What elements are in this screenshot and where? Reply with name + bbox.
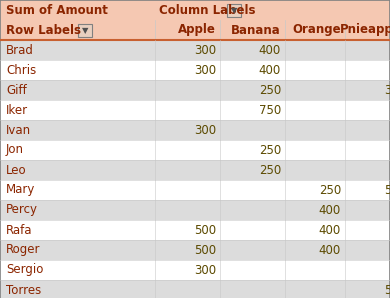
Text: 400: 400 xyxy=(319,204,341,217)
Text: Orange: Orange xyxy=(292,24,341,36)
Text: Chris: Chris xyxy=(6,63,36,77)
Bar xyxy=(0,180,390,200)
Bar xyxy=(0,140,390,160)
Text: 250: 250 xyxy=(259,83,281,97)
Text: 400: 400 xyxy=(259,63,281,77)
Text: Leo: Leo xyxy=(6,164,27,176)
Bar xyxy=(0,260,390,280)
Bar xyxy=(227,4,241,17)
Text: 300: 300 xyxy=(194,44,216,57)
Text: 400: 400 xyxy=(319,243,341,257)
Bar xyxy=(0,240,390,260)
Text: Row Labels: Row Labels xyxy=(6,24,81,36)
Text: 500: 500 xyxy=(384,283,390,297)
Text: Percy: Percy xyxy=(6,204,38,217)
Bar xyxy=(0,100,390,120)
Text: Pnieapple: Pnieapple xyxy=(340,24,390,36)
Text: 250: 250 xyxy=(259,164,281,176)
Text: 300: 300 xyxy=(194,263,216,277)
Text: Ivan: Ivan xyxy=(6,123,31,136)
Text: ▼: ▼ xyxy=(231,6,237,15)
Text: Torres: Torres xyxy=(6,283,41,297)
Text: 500: 500 xyxy=(194,243,216,257)
Bar xyxy=(0,120,390,140)
Bar xyxy=(0,40,390,60)
Text: Column Labels: Column Labels xyxy=(159,4,255,16)
Text: Roger: Roger xyxy=(6,243,41,257)
Text: 500: 500 xyxy=(384,184,390,196)
Text: ▼: ▼ xyxy=(82,26,88,35)
Text: Sum of Amount: Sum of Amount xyxy=(6,4,108,16)
Text: 400: 400 xyxy=(319,224,341,237)
Text: 300: 300 xyxy=(194,63,216,77)
Text: 300: 300 xyxy=(194,123,216,136)
Text: 500: 500 xyxy=(194,224,216,237)
Text: 250: 250 xyxy=(319,184,341,196)
Text: Banana: Banana xyxy=(231,24,281,36)
Bar xyxy=(0,80,390,100)
Text: Apple: Apple xyxy=(178,24,216,36)
Text: Mary: Mary xyxy=(6,184,35,196)
Bar xyxy=(0,0,390,20)
Text: Jon: Jon xyxy=(6,144,24,156)
Text: Sergio: Sergio xyxy=(6,263,43,277)
Bar xyxy=(0,160,390,180)
Text: 300: 300 xyxy=(384,83,390,97)
Bar xyxy=(0,60,390,80)
Bar xyxy=(0,280,390,298)
Text: Rafa: Rafa xyxy=(6,224,32,237)
Bar xyxy=(0,200,390,220)
Text: 750: 750 xyxy=(259,103,281,117)
Text: Iker: Iker xyxy=(6,103,28,117)
Bar xyxy=(78,24,92,37)
Text: 400: 400 xyxy=(259,44,281,57)
Bar xyxy=(0,20,390,40)
Text: Brad: Brad xyxy=(6,44,34,57)
Bar xyxy=(0,220,390,240)
Text: 250: 250 xyxy=(259,144,281,156)
Text: Giff: Giff xyxy=(6,83,27,97)
